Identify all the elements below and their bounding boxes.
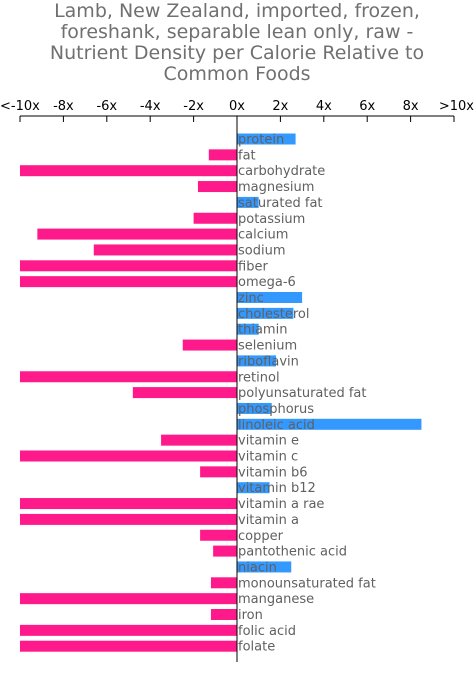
bar-vitamin-b12 xyxy=(237,482,270,494)
nutrient-label: sodium xyxy=(238,243,286,258)
bar-potassium xyxy=(193,212,237,224)
bar-manganese xyxy=(20,593,237,605)
nutrient-labels: proteinfatcarbohydratemagnesiumsaturated… xyxy=(238,133,376,655)
nutrient-label: linoleic acid xyxy=(238,418,315,433)
nutrient-label: protein xyxy=(238,133,284,148)
nutrient-label: calcium xyxy=(238,228,288,243)
nutrient-label: retinol xyxy=(238,370,280,385)
x-axis: <-10x -8x -6x -4x -2x 0x 2x 4x 6x 8x >10x xyxy=(0,99,474,122)
nutrient-label: monounsaturated fat xyxy=(238,576,376,591)
bar-folic-acid xyxy=(20,624,237,636)
nutrient-label: vitamin a rae xyxy=(238,497,324,512)
nutrient-label: vitamin b12 xyxy=(238,481,316,496)
nutrient-label: manganese xyxy=(238,592,314,607)
x-tick-label: <-10x xyxy=(0,99,40,114)
x-tick-label: -4x xyxy=(140,99,161,114)
bar-vitamin-b6 xyxy=(200,466,237,478)
chart-title-line-3: Nutrient Density per Calorie Relative to xyxy=(49,42,425,64)
bar-fiber xyxy=(20,260,237,272)
x-tick-label: -6x xyxy=(96,99,117,114)
nutrient-label: fat xyxy=(238,148,256,163)
bar-copper xyxy=(200,529,237,541)
bar-vitamin-c xyxy=(20,450,237,462)
bars xyxy=(20,133,422,652)
bar-pantothenic-acid xyxy=(213,545,237,557)
nutrient-label: riboflavin xyxy=(238,354,299,369)
chart-title: Lamb, New Zealand, imported, frozen, for… xyxy=(0,1,474,85)
nutrient-label: fiber xyxy=(238,259,268,274)
bar-calcium xyxy=(37,228,237,240)
chart-title-line-2: foreshank, separable lean only, raw - xyxy=(60,21,414,43)
x-tick-label: -8x xyxy=(53,99,74,114)
nutrient-label: selenium xyxy=(238,339,297,354)
nutrient-label: magnesium xyxy=(238,180,314,195)
chart-title-line-4: Common Foods xyxy=(163,63,311,85)
nutrient-label: phosphorus xyxy=(238,402,314,417)
bar-saturated-fat xyxy=(237,196,259,208)
nutrient-label: iron xyxy=(238,608,263,623)
x-tick-label: 6x xyxy=(359,99,375,114)
nutrient-label: potassium xyxy=(238,212,305,227)
bar-protein xyxy=(237,133,296,145)
bar-polyunsaturated-fat xyxy=(132,387,237,399)
x-tick-label: 8x xyxy=(403,99,419,114)
bar-retinol xyxy=(20,371,237,383)
nutrient-label: copper xyxy=(238,529,284,544)
nutrient-label: niacin xyxy=(238,560,277,575)
bar-selenium xyxy=(182,339,237,351)
bar-phosphorus xyxy=(237,402,272,414)
bar-niacin xyxy=(237,561,292,573)
nutrient-label: cholesterol xyxy=(238,307,309,322)
nutrient-label: folate xyxy=(238,640,275,655)
bar-carbohydrate xyxy=(20,165,237,177)
chart-title-line-1: Lamb, New Zealand, imported, frozen, xyxy=(54,0,420,22)
bar-linoleic-acid xyxy=(237,418,422,430)
bar-vitamin-a-rae xyxy=(20,498,237,510)
nutrient-label: zinc xyxy=(238,291,264,306)
nutrient-label: folic acid xyxy=(238,624,296,639)
bar-sodium xyxy=(93,244,237,256)
nutrient-label: omega-6 xyxy=(238,275,296,290)
bar-thiamin xyxy=(237,323,259,335)
nutrient-label: vitamin c xyxy=(238,450,298,465)
bar-vitamin-a xyxy=(20,513,237,525)
x-tick-label: 4x xyxy=(316,99,332,114)
nutrient-label: thiamin xyxy=(238,323,287,338)
bar-omega-6 xyxy=(20,276,237,288)
x-tick-label: 0x xyxy=(229,99,245,114)
bar-magnesium xyxy=(197,181,237,193)
nutrient-label: pantothenic acid xyxy=(238,545,347,560)
bar-folate xyxy=(20,640,237,652)
bar-monounsaturated-fat xyxy=(210,577,237,589)
nutrient-label: vitamin b6 xyxy=(238,465,308,480)
x-tick-label: -2x xyxy=(183,99,204,114)
bar-iron xyxy=(210,609,237,620)
bar-fat xyxy=(208,149,237,161)
bar-cholesterol xyxy=(237,307,294,319)
bar-zinc xyxy=(237,292,303,303)
x-tick-label: 2x xyxy=(272,99,288,114)
bar-riboflavin xyxy=(237,355,277,367)
nutrient-label: carbohydrate xyxy=(238,164,325,179)
nutrient-label: vitamin a xyxy=(238,513,299,528)
nutrient-label: saturated fat xyxy=(238,196,323,211)
nutrient-label: polyunsaturated fat xyxy=(238,386,367,401)
nutrient-label: vitamin e xyxy=(238,434,299,449)
x-tick-label: >10x xyxy=(439,99,474,114)
bar-vitamin-e xyxy=(161,434,237,446)
